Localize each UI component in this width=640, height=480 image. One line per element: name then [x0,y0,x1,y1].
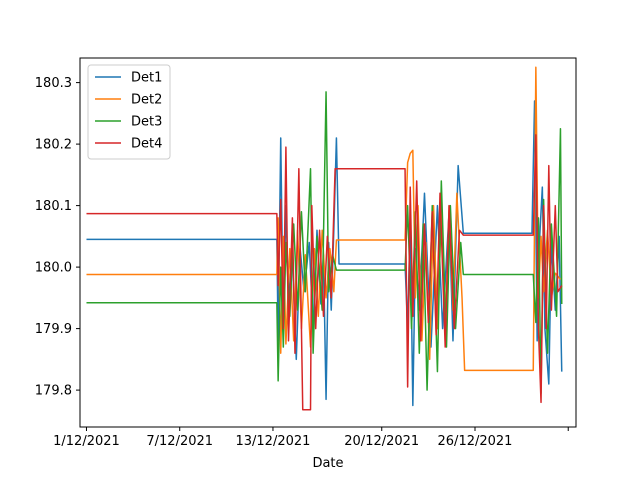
legend-label: Det1 [131,71,162,86]
legend-box [87,64,171,160]
plot-area [79,57,577,428]
y-axis: 179.8 179.9 180.0 180.1 180.2 180.3 [35,76,80,399]
y-tick-label: 179.8 [35,384,72,399]
plot-frame [79,57,577,428]
y-tick-label: 180.2 [35,138,72,153]
y-tick-label: 179.9 [35,322,72,337]
x-tick-label: 7/12/2021 [146,434,213,449]
x-tick-label: 1/12/2021 [53,434,120,449]
legend-item-det1: Det1 [95,71,162,86]
legend-label: Det4 [131,137,162,152]
x-axis-label: Date [312,456,343,471]
y-tick-label: 180.0 [35,261,72,276]
series-line-det4 [86,134,563,411]
x-tick-label: 26/12/2021 [438,434,513,449]
legend-label: Det2 [131,93,162,108]
legend-item-det2: Det2 [95,93,162,108]
series-line-det2 [86,66,562,372]
y-tick-label: 180.3 [35,76,72,91]
legend-label: Det3 [131,115,162,130]
legend: Det1 Det2 Det3 Det4 [87,64,171,160]
legend-item-det4: Det4 [95,137,162,152]
y-tick-label: 180.1 [35,199,72,214]
legend-item-det3: Det3 [95,115,162,130]
x-axis: 1/12/2021 7/12/2021 13/12/2021 20/12/2021 26… [53,427,569,449]
x-tick-label: 20/12/2021 [344,434,419,449]
series-layer [86,66,563,411]
x-tick-label: 13/12/2021 [235,434,310,449]
